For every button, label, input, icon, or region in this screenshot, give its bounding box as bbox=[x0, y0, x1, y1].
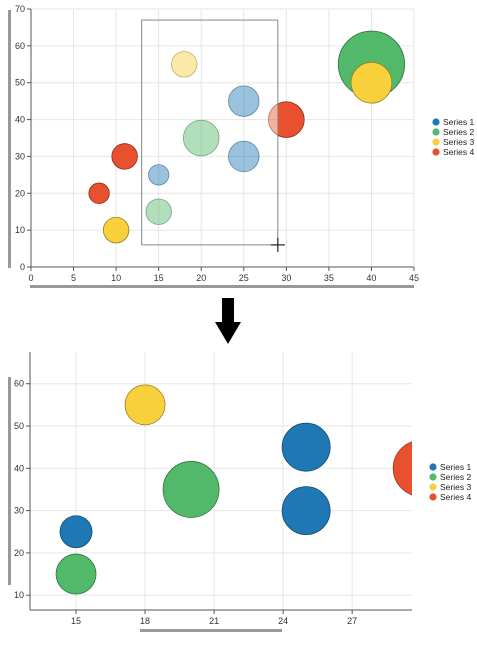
x-tick-label: 24 bbox=[278, 616, 288, 626]
vertical-scrollbar[interactable] bbox=[8, 377, 11, 585]
x-tick-label: 35 bbox=[324, 273, 334, 283]
legend-swatch bbox=[429, 483, 437, 491]
legend-swatch bbox=[432, 148, 440, 156]
bubble-series-1[interactable] bbox=[59, 515, 93, 549]
y-tick-label: 60 bbox=[14, 379, 24, 389]
bubble-series-1[interactable] bbox=[281, 486, 331, 536]
bubble-outside-selection bbox=[350, 61, 393, 104]
legend-label: Series 1 bbox=[440, 462, 471, 472]
bubble-outside-selection bbox=[102, 216, 130, 244]
y-tick-label: 20 bbox=[15, 188, 25, 198]
arrow-head bbox=[215, 322, 241, 344]
legend-swatch bbox=[429, 473, 437, 481]
horizontal-scrollbar[interactable] bbox=[30, 285, 414, 288]
bubble-series-2[interactable] bbox=[162, 461, 220, 518]
y-tick-label: 10 bbox=[14, 590, 24, 600]
bubble-series-2[interactable] bbox=[182, 119, 220, 157]
bubble-bright-part bbox=[102, 216, 130, 244]
bubble-bright-part bbox=[111, 143, 138, 170]
bubble-bright-part bbox=[350, 61, 393, 104]
bubble-series-2[interactable] bbox=[145, 198, 172, 225]
bubble-layer bbox=[88, 30, 405, 244]
y-tick-label: 30 bbox=[14, 506, 24, 516]
y-tick-label: 0 bbox=[20, 262, 25, 272]
bubble-series-1[interactable] bbox=[228, 85, 260, 117]
x-tick-label: 21 bbox=[209, 616, 219, 626]
legend-label: Series 3 bbox=[443, 137, 474, 147]
y-tick-label: 50 bbox=[15, 78, 25, 88]
bubble-series-3[interactable] bbox=[124, 384, 166, 426]
legend-label: Series 4 bbox=[443, 147, 474, 157]
x-tick-label: 40 bbox=[366, 273, 376, 283]
arrow-down-icon bbox=[215, 298, 241, 344]
x-tick-label: 15 bbox=[71, 616, 81, 626]
y-tick-label: 50 bbox=[14, 421, 24, 431]
bubble-series-1[interactable] bbox=[281, 422, 331, 472]
bubble-layer bbox=[55, 384, 449, 595]
legend-label: Series 1 bbox=[443, 117, 474, 127]
overview-bubble-chart[interactable]: 0 5 10 15 20 25 30 35 40 45 0 10 20 30 40 50 60 70 Series … bbox=[8, 4, 474, 288]
x-tick-label: 25 bbox=[239, 273, 249, 283]
x-tick-label: 20 bbox=[196, 273, 206, 283]
legend-swatch bbox=[429, 493, 437, 501]
bubble-series-3[interactable] bbox=[171, 51, 198, 78]
x-tick-label: 10 bbox=[111, 273, 121, 283]
legend-label: Series 2 bbox=[443, 127, 474, 137]
x-tick-label: 30 bbox=[281, 273, 291, 283]
legend-swatch bbox=[429, 463, 437, 471]
vertical-scrollbar[interactable] bbox=[8, 10, 11, 268]
zoom-selection-rectangle[interactable] bbox=[141, 19, 279, 246]
y-tick-label: 40 bbox=[15, 115, 25, 125]
y-tick-label: 10 bbox=[15, 225, 25, 235]
bubble-series-1[interactable] bbox=[228, 140, 260, 173]
bubble-series-1[interactable] bbox=[148, 164, 170, 186]
arrow-shaft bbox=[222, 298, 234, 322]
y-tick-label: 20 bbox=[14, 548, 24, 558]
legend-label: Series 2 bbox=[440, 472, 471, 482]
x-tick-label: 27 bbox=[347, 616, 357, 626]
legend-label: Series 4 bbox=[440, 492, 471, 502]
crosshair-icon bbox=[270, 237, 285, 252]
y-tick-label: 70 bbox=[15, 4, 25, 14]
legend-swatch bbox=[432, 138, 440, 146]
y-tick-label: 30 bbox=[15, 151, 25, 161]
x-tick-label: 0 bbox=[28, 273, 33, 283]
bubble-series-4[interactable] bbox=[392, 440, 449, 496]
bubble-bright-part bbox=[88, 182, 110, 204]
x-tick-label: 15 bbox=[154, 273, 164, 283]
legend-swatch bbox=[432, 128, 440, 136]
horizontal-scrollbar[interactable] bbox=[140, 629, 282, 632]
bubble-series-2[interactable] bbox=[55, 553, 97, 595]
bubble-outside-selection bbox=[88, 182, 110, 204]
x-tick-label: 18 bbox=[140, 616, 150, 626]
legend-label: Series 3 bbox=[440, 482, 471, 492]
x-tick-label: 45 bbox=[409, 273, 419, 283]
legend-swatch bbox=[432, 118, 440, 126]
y-tick-label: 60 bbox=[15, 41, 25, 51]
y-tick-label: 40 bbox=[14, 463, 24, 473]
x-tick-label: 5 bbox=[71, 273, 76, 283]
bubble-outside-selection bbox=[111, 143, 138, 170]
